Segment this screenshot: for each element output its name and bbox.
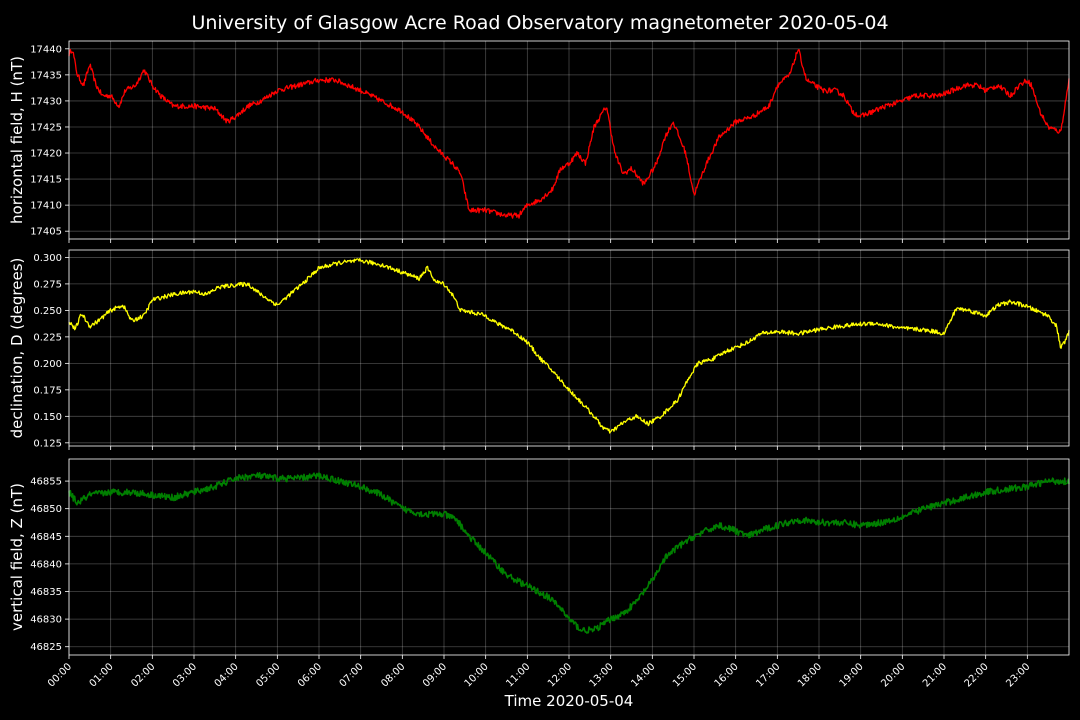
x-tick-label: 01:00 — [88, 661, 116, 689]
y-tick-label: 17420 — [30, 149, 62, 160]
y-tick-label: 17435 — [30, 70, 62, 81]
x-tick-label: 10:00 — [463, 661, 491, 689]
y-tick-label: 46840 — [30, 559, 62, 570]
y-tick-label: 46855 — [30, 477, 62, 488]
y-tick-label: 17440 — [30, 44, 62, 55]
y-tick-label: 0.200 — [33, 359, 62, 370]
x-tick-label: 09:00 — [421, 661, 449, 689]
x-tick-label: 13:00 — [588, 661, 616, 689]
y-axis-label: vertical field, Z (nT) — [8, 483, 26, 631]
x-tick-label: 19:00 — [838, 661, 866, 689]
y-tick-label: 0.225 — [33, 332, 62, 343]
y-tick-label: 46835 — [30, 587, 62, 598]
plot-frame — [68, 40, 1070, 240]
y-tick-label: 0.150 — [33, 412, 62, 423]
y-tick-label: 0.275 — [33, 279, 62, 290]
y-tick-label: 17430 — [30, 96, 62, 107]
panel-1: 17440 17435 17430 17425 17420 17415 17410 17405… — [8, 40, 1070, 243]
x-tick-label: 05:00 — [254, 661, 282, 689]
panel-2: 0.300 0.275 0.250 0.225 0.200 0.175 0.150 0.125… — [8, 249, 1070, 450]
x-tick-label: 11:00 — [504, 661, 532, 689]
y-tick-label: 17415 — [30, 175, 62, 186]
x-tick-label: 15:00 — [671, 661, 699, 689]
y-tick-label: 17425 — [30, 122, 62, 133]
x-tick-label: 14:00 — [629, 661, 657, 689]
x-tick-label: 12:00 — [546, 661, 574, 689]
x-axis-label: Time 2020-05-04 — [504, 692, 634, 710]
series-line — [68, 258, 1070, 434]
y-tick-label: 0.125 — [33, 438, 62, 449]
x-tick-label: 18:00 — [796, 661, 824, 689]
x-tick-label: 00:00 — [46, 661, 74, 689]
series-line — [68, 471, 1070, 634]
y-tick-label: 46850 — [30, 504, 62, 515]
y-axis-label: horizontal field, H (nT) — [8, 56, 26, 224]
x-tick-label: 17:00 — [754, 661, 782, 689]
y-tick-label: 0.300 — [33, 253, 62, 264]
panel-3: 46855 46850 46845 46840 46835 46830 46825 verti… — [8, 458, 1070, 659]
y-axis-label: declination, D (degrees) — [8, 258, 26, 439]
x-tick-label: 03:00 — [171, 661, 199, 689]
y-tick-label: 46825 — [30, 642, 62, 653]
y-tick-label: 46830 — [30, 615, 62, 626]
x-tick-label: 06:00 — [296, 661, 324, 689]
y-tick-label: 0.175 — [33, 385, 62, 396]
x-tick-label: 02:00 — [129, 661, 157, 689]
x-tick-label: 07:00 — [338, 661, 366, 689]
x-tick-label: 08:00 — [379, 661, 407, 689]
y-tick-label: 0.250 — [33, 306, 62, 317]
x-tick-label: 23:00 — [1004, 661, 1032, 689]
x-tick-label: 04:00 — [213, 661, 241, 689]
plot-frame — [68, 249, 1070, 447]
x-tick-label: 20:00 — [879, 661, 907, 689]
x-tick-label: 22:00 — [963, 661, 991, 689]
x-tick-label: 16:00 — [713, 661, 741, 689]
plot-frame — [68, 458, 1070, 656]
y-tick-label: 17405 — [30, 227, 62, 238]
y-tick-label: 17410 — [30, 201, 62, 212]
y-tick-label: 46845 — [30, 532, 62, 543]
x-tick-label: 21:00 — [921, 661, 949, 689]
chart-title: University of Glasgow Acre Road Observat… — [191, 12, 888, 34]
series-line — [68, 48, 1070, 219]
